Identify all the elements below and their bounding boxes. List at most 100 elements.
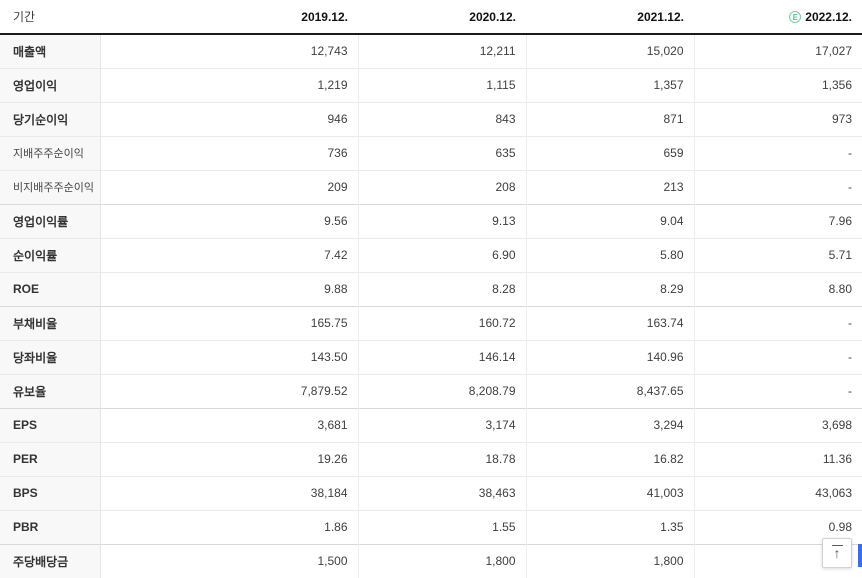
period-label: 기간 bbox=[13, 10, 36, 24]
row-label: 당기순이익 bbox=[0, 102, 101, 136]
cell-value: 1,356 bbox=[693, 68, 862, 102]
scroll-to-top-button[interactable]: ↑ bbox=[822, 538, 852, 568]
row-label: PER bbox=[0, 442, 101, 476]
column-header-2019: 2019.12. bbox=[100, 0, 358, 35]
cell-value: 1,357 bbox=[525, 68, 694, 102]
cell-value: 635 bbox=[357, 136, 526, 170]
row-label: EPS bbox=[0, 408, 101, 442]
cell-value: - bbox=[693, 306, 862, 340]
cell-value: 1,800 bbox=[357, 544, 526, 578]
cell-value: 146.14 bbox=[357, 340, 526, 374]
cell-value: 5.80 bbox=[525, 238, 694, 272]
table-row: 영업이익률 9.56 9.13 9.04 7.96 bbox=[0, 204, 862, 238]
row-label: 영업이익 bbox=[0, 68, 101, 102]
cell-value: 871 bbox=[525, 102, 694, 136]
table-row: PBR 1.86 1.55 1.35 0.98 bbox=[0, 510, 862, 544]
cell-value: 1,219 bbox=[317, 78, 348, 92]
cell-value: 16.82 bbox=[525, 442, 694, 476]
cell-value: 9.13 bbox=[357, 204, 526, 238]
cell-value: 140.96 bbox=[525, 340, 694, 374]
table-row: PER 19.26 18.78 16.82 11.36 bbox=[0, 442, 862, 476]
cell-value: 209 bbox=[327, 180, 348, 194]
cell-value: 17,027 bbox=[693, 34, 862, 68]
table-row: 당좌비율 143.50 146.14 140.96 - bbox=[0, 340, 862, 374]
header-row: 기간 2019.12. 2020.12. 2021.12. E 2022.12. bbox=[0, 0, 862, 35]
estimate-icon: E bbox=[789, 10, 802, 23]
period-header: 기간 bbox=[0, 0, 100, 35]
table-row: 부채비율 165.75 160.72 163.74 - bbox=[0, 306, 862, 340]
table-row: 유보율 7,879.52 8,208.79 8,437.65 - bbox=[0, 374, 862, 408]
row-label: ROE bbox=[0, 272, 101, 306]
cell-value: 8.29 bbox=[525, 272, 694, 306]
row-label: 당좌비율 bbox=[0, 340, 101, 374]
row-label: PBR bbox=[0, 510, 101, 544]
table-row: EPS 3,681 3,174 3,294 3,698 bbox=[0, 408, 862, 442]
cell-value: - bbox=[693, 374, 862, 408]
cell-value: 9.04 bbox=[525, 204, 694, 238]
cell-value: 736 bbox=[327, 146, 348, 160]
cell-value: 41,003 bbox=[525, 476, 694, 510]
cell-value: 43,063 bbox=[693, 476, 862, 510]
cell-value: 160.72 bbox=[357, 306, 526, 340]
cell-value: 11.36 bbox=[693, 442, 862, 476]
cell-value: 3,681 bbox=[317, 418, 348, 432]
cell-value: 843 bbox=[357, 102, 526, 136]
cell-value: 3,294 bbox=[525, 408, 694, 442]
cell-value: 8,208.79 bbox=[357, 374, 526, 408]
cell-value: 1.55 bbox=[357, 510, 526, 544]
column-header-2022: E 2022.12. bbox=[694, 0, 862, 35]
table-row: 매출액 12,743 12,211 15,020 17,027 bbox=[0, 34, 862, 68]
year-label: 2021.12. bbox=[637, 9, 684, 24]
cell-value: 7.96 bbox=[693, 204, 862, 238]
cell-value: 208 bbox=[357, 170, 526, 204]
table-row: 주당배당금 1,500 1,800 1,800 bbox=[0, 544, 862, 578]
table-header: 기간 2019.12. 2020.12. 2021.12. E 2022.12. bbox=[0, 0, 862, 35]
year-label: 2019.12. bbox=[301, 9, 348, 24]
arrow-up-icon: ↑ bbox=[831, 545, 843, 561]
column-header-2021: 2021.12. bbox=[526, 0, 694, 35]
table-row: BPS 38,184 38,463 41,003 43,063 bbox=[0, 476, 862, 510]
cell-value: 3,698 bbox=[693, 408, 862, 442]
cell-value: 8.28 bbox=[357, 272, 526, 306]
row-label: 매출액 bbox=[0, 34, 101, 68]
cell-value: 973 bbox=[693, 102, 862, 136]
cell-value: 7.42 bbox=[324, 248, 348, 262]
cell-value: 1,800 bbox=[525, 544, 694, 578]
cell-value: 6.90 bbox=[357, 238, 526, 272]
cell-value: 9.56 bbox=[324, 214, 348, 228]
cell-value: 15,020 bbox=[525, 34, 694, 68]
cell-value: 143.50 bbox=[310, 350, 348, 364]
column-header-2020: 2020.12. bbox=[358, 0, 526, 35]
row-label: 지배주주순이익 bbox=[0, 136, 101, 170]
row-label: BPS bbox=[0, 476, 101, 510]
cell-value: 7,879.52 bbox=[300, 384, 348, 398]
table-row: 비지배주주순이익 209 208 213 - bbox=[0, 170, 862, 204]
cell-value: 5.71 bbox=[693, 238, 862, 272]
table-body: 매출액 12,743 12,211 15,020 17,027 영업이익 1,2… bbox=[0, 34, 862, 578]
cell-value: 1.35 bbox=[525, 510, 694, 544]
table-row: 영업이익 1,219 1,115 1,357 1,356 bbox=[0, 68, 862, 102]
row-label: 비지배주주순이익 bbox=[0, 170, 101, 204]
row-label: 순이익률 bbox=[0, 238, 101, 272]
cell-value: 165.75 bbox=[310, 316, 348, 330]
row-label: 주당배당금 bbox=[0, 544, 101, 578]
cell-value: 1,115 bbox=[357, 68, 526, 102]
cell-value: 1,500 bbox=[317, 554, 348, 569]
table-row: 당기순이익 946 843 871 973 bbox=[0, 102, 862, 136]
cell-value: 12,743 bbox=[310, 44, 348, 59]
cell-value: - bbox=[693, 136, 862, 170]
table-row: 순이익률 7.42 6.90 5.80 5.71 bbox=[0, 238, 862, 272]
cell-value: - bbox=[693, 170, 862, 204]
cell-value: 8.80 bbox=[693, 272, 862, 306]
table-row: ROE 9.88 8.28 8.29 8.80 bbox=[0, 272, 862, 306]
year-label: 2022.12. bbox=[805, 9, 852, 24]
year-label: 2020.12. bbox=[469, 9, 516, 24]
cell-value: 12,211 bbox=[357, 34, 526, 68]
cell-value: 213 bbox=[525, 170, 694, 204]
cell-value: - bbox=[693, 340, 862, 374]
cell-value: 946 bbox=[327, 112, 348, 126]
cell-value: 3,174 bbox=[357, 408, 526, 442]
cell-value: 38,463 bbox=[357, 476, 526, 510]
